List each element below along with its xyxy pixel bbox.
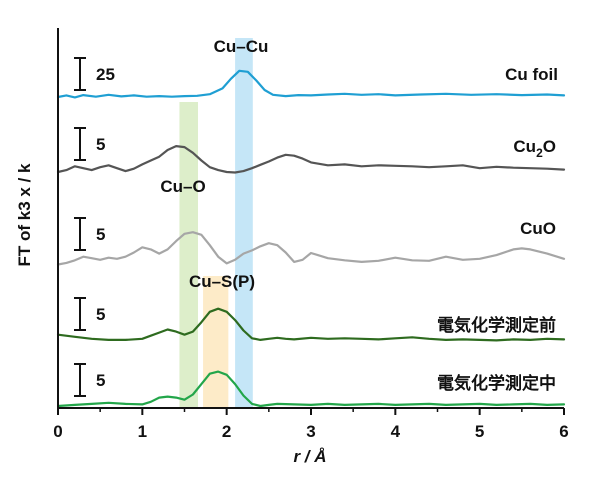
label-layer: 25 Cu foil 5 Cu2O 5 CuO 5 電気化学測定前 5 電気化学測定中 Cu–O Cu…: [74, 37, 558, 397]
series-label-2: Cu2O: [513, 137, 556, 160]
bands-layer: [179, 38, 253, 408]
series-layer: [56, 69, 566, 408]
band-label-3: Cu–S(P): [189, 272, 255, 291]
x-tick-label-1: 1: [138, 422, 147, 441]
series-label-1: Cu foil: [505, 65, 558, 84]
series-line-1: [56, 69, 566, 99]
x-tick-label-4: 4: [391, 422, 401, 441]
y-axis-label: FT of k3 x / k: [15, 163, 34, 267]
x-tick-label-5: 5: [475, 422, 484, 441]
band-label-1: Cu–O: [160, 177, 205, 196]
x-tick-label-3: 3: [306, 422, 315, 441]
x-tick-label-6: 6: [559, 422, 568, 441]
series-label-5: 電気化学測定中: [437, 373, 556, 393]
series-line-3: [56, 231, 566, 266]
band-cu-s-p-: [203, 276, 229, 408]
series-line-4: [56, 307, 566, 342]
series-label-3: CuO: [520, 219, 556, 238]
series-label-4: 電気化学測定前: [437, 315, 556, 335]
scale-bar-label-4: 5: [96, 305, 105, 324]
scale-bar-label-5: 5: [96, 371, 105, 390]
scale-bar-label-1: 25: [96, 65, 115, 84]
x-axis-label: r / Å: [293, 447, 326, 466]
x-tick-label-2: 2: [222, 422, 231, 441]
axis-layer: 0 1 2 3 4 5 6: [53, 28, 569, 441]
x-tick-label-0: 0: [53, 422, 62, 441]
scale-bar-label-3: 5: [96, 225, 105, 244]
scale-bar-label-2: 5: [96, 135, 105, 154]
band-cu-cu: [235, 38, 253, 408]
series-line-2: [56, 145, 566, 174]
band-label-2: Cu–Cu: [214, 37, 269, 56]
series-line-5: [56, 370, 566, 408]
